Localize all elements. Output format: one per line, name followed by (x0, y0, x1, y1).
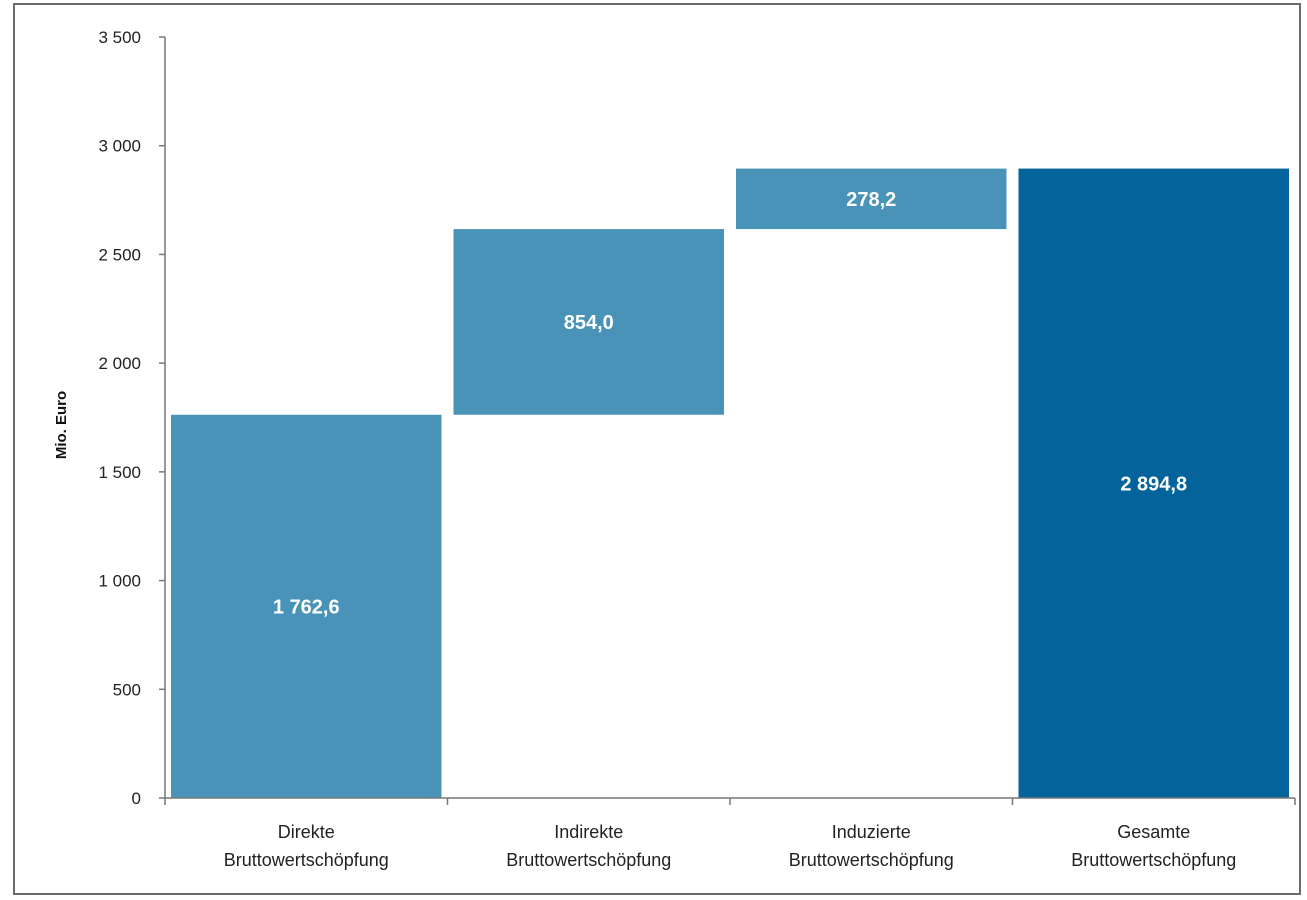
category-label-2-line-1: Indirekte (554, 822, 623, 842)
bar-4 (1018, 168, 1289, 798)
y-axis-title: Mio. Euro (53, 391, 70, 459)
category-label-4: Gesamte Bruttowertschöpfung (1071, 822, 1236, 870)
bars-layer (171, 168, 1289, 798)
category-label-2-line-2: Bruttowertschöpfung (506, 850, 671, 870)
category-label-1: Direkte Bruttowertschöpfung (224, 822, 389, 870)
y-tick-label-2: 1 000 (98, 572, 141, 591)
category-label-1-line-2: Bruttowertschöpfung (224, 850, 389, 870)
bar-value-label-2: 854,0 (564, 312, 614, 334)
bar-value-label-3: 278,2 (846, 189, 896, 211)
bar-value-label-1: 1 762,6 (273, 596, 340, 618)
category-label-3-line-1: Induzierte (832, 822, 911, 842)
y-tick-label-3: 1 500 (98, 463, 141, 482)
category-label-3: Induzierte Bruttowertschöpfung (789, 822, 954, 870)
bar-1 (171, 414, 442, 798)
bar-2 (453, 229, 724, 415)
category-label-4-line-2: Bruttowertschöpfung (1071, 850, 1236, 870)
category-label-1-line-1: Direkte (278, 822, 335, 842)
axis-layer: 0 500 1 000 1 500 2 000 2 500 3 000 3 500 (98, 28, 1296, 808)
category-label-2: Indirekte Bruttowertschöpfung (506, 822, 671, 870)
y-tick-label-4: 2 000 (98, 354, 141, 373)
labels-layer: 1 762,6 854,0 278,2 2 894,8 Direkte Bruttower… (224, 189, 1237, 870)
category-label-3-line-2: Bruttowertschöpfung (789, 850, 954, 870)
y-tick-label-6: 3 000 (98, 137, 141, 156)
y-tick-label-7: 3 500 (98, 28, 141, 47)
y-tick-label-0: 0 (132, 789, 141, 808)
bar-3 (736, 168, 1007, 230)
y-tick-label-5: 2 500 (98, 245, 141, 264)
category-label-4-line-1: Gesamte (1117, 822, 1190, 842)
y-tick-label-1: 500 (113, 680, 141, 699)
bar-value-label-4: 2 894,8 (1120, 473, 1187, 495)
